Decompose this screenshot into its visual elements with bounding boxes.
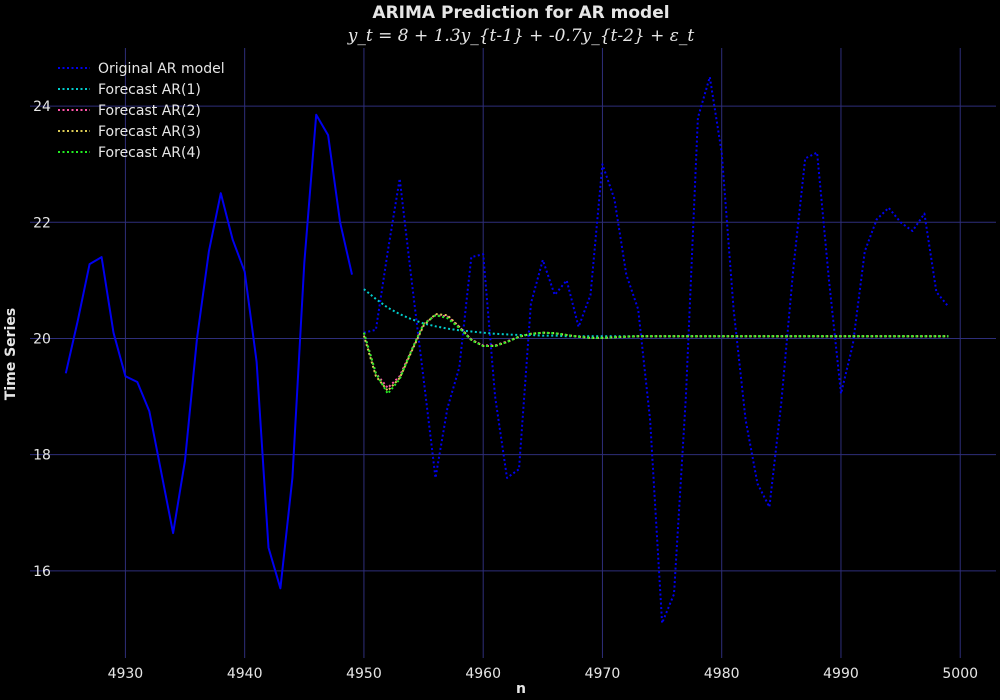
legend-entry: Forecast AR(1) (98, 82, 201, 98)
legend: Original AR model Forecast AR(1) Forecast … (58, 61, 225, 161)
series-line-2 (363, 288, 949, 338)
series-lines (64, 76, 950, 625)
y-axis-label: Time Series (3, 308, 19, 400)
y-tick-label: 18 (33, 448, 51, 464)
x-tick-label: 4990 (823, 666, 859, 682)
legend-entry: Original AR model (98, 61, 225, 77)
y-tick-label: 20 (33, 331, 51, 347)
x-tick-label: 4950 (346, 666, 382, 682)
x-axis-label: n (516, 681, 526, 697)
series-line-0 (64, 113, 353, 590)
y-tick-label: 24 (33, 99, 51, 115)
series-line-4 (362, 313, 949, 392)
legend-entry: Forecast AR(2) (98, 103, 201, 119)
x-tick-label: 4980 (704, 666, 740, 682)
chart-subtitle: y_t = 8 + 1.3y_{t-1} + -0.7y_{t-2} + ε_t (347, 26, 695, 46)
series-line-3 (362, 314, 949, 389)
legend-entry: Forecast AR(3) (98, 124, 201, 140)
x-tick-label: 4960 (465, 666, 501, 682)
legend-entry: Forecast AR(4) (98, 145, 201, 161)
series-line-5 (362, 314, 949, 395)
tick-labels: 4930 4940 4950 4960 4970 4980 4990 5000 16 18 20 22… (33, 99, 978, 682)
x-tick-label: 4940 (227, 666, 263, 682)
x-tick-label: 4930 (108, 666, 144, 682)
x-tick-label: 4970 (585, 666, 621, 682)
x-tick-label: 5000 (942, 666, 978, 682)
y-tick-label: 16 (33, 564, 51, 580)
chart-title: ARIMA Prediction for AR model (372, 3, 669, 23)
y-tick-label: 22 (33, 215, 51, 231)
series-line-1 (363, 76, 950, 625)
